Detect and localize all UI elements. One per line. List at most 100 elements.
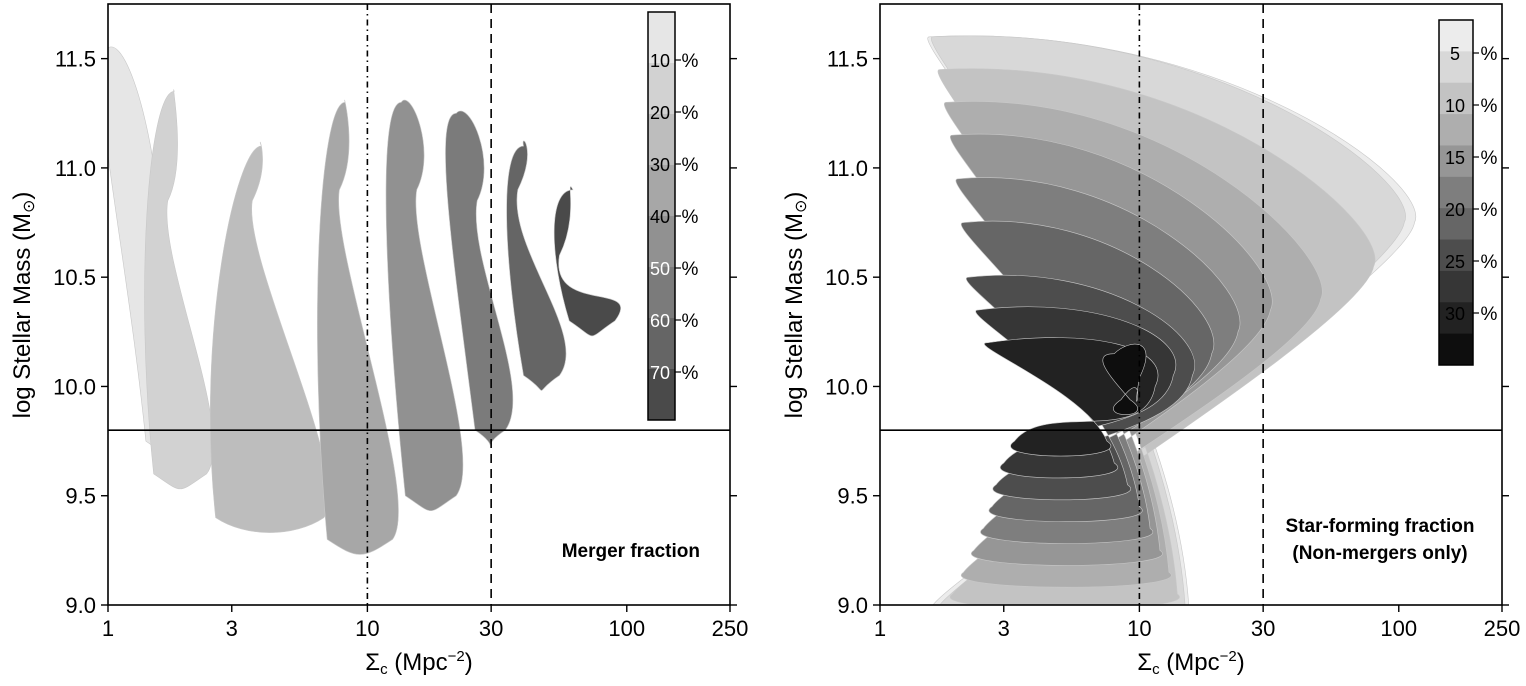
merger-colorbar-label-6: 70 <box>650 363 670 383</box>
merger-contour-level-1 <box>144 89 214 489</box>
merger-plot-frame <box>107 3 731 606</box>
star-forming-colorbar-segment-4 <box>1439 145 1473 178</box>
merger-x-axis-unit-close: ) <box>465 649 473 676</box>
star-forming-y-tick-label-3: 10.5 <box>825 265 868 290</box>
merger-y-tick-label-1: 9.5 <box>65 484 96 509</box>
star-forming-colorbar-label-3: 20 <box>1445 200 1465 220</box>
star-forming-plot-frame <box>879 3 1503 606</box>
star-forming-x-tick-label-3: 30 <box>1251 616 1275 641</box>
merger-colorbar-segment-0 <box>648 12 675 64</box>
star-forming-y-axis-sun-symbol: ⊙ <box>793 200 810 213</box>
merger-colorbar-unit-1: % <box>682 103 699 124</box>
merger-contour-level-5 <box>445 110 514 446</box>
merger-x-tick-label-1: 3 <box>226 616 238 641</box>
merger-colorbar-segment-6 <box>648 318 675 370</box>
merger-contour-level-7 <box>553 186 622 337</box>
merger-y-axis-label: log Stellar Mass (M <box>9 213 36 418</box>
merger-colorbar: 10 % 20 % 30 % 40 % 50 % 60 % 70% <box>647 11 699 421</box>
merger-x-axis-unit-exponent: −2 <box>448 648 465 665</box>
star-forming-colorbar-segment-6 <box>1439 208 1473 241</box>
merger-fraction-contours <box>108 46 622 555</box>
star-forming-x-axis-unit: (Mpc <box>1160 649 1220 676</box>
star-forming-colorbar-unit-1: % <box>1481 96 1498 117</box>
merger-y-axis-sun-symbol: ⊙ <box>21 200 38 213</box>
star-forming-colorbar-label-0: 5 <box>1450 44 1460 64</box>
merger-fraction-annotation: Merger fraction <box>562 541 700 562</box>
merger-colorbar-segment-7 <box>648 369 675 421</box>
star-forming-colorbar-segment-1 <box>1439 51 1473 84</box>
merger-y-tick-label-4: 11.0 <box>55 156 96 181</box>
merger-x-tick-label-3: 30 <box>479 616 503 641</box>
star-forming-y-tick-label-4: 11.0 <box>827 156 868 181</box>
merger-colorbar-label-2: 30 <box>650 155 670 175</box>
star-forming-colorbar-unit-2: % <box>1481 148 1498 169</box>
merger-colorbar-segment-2 <box>648 114 675 166</box>
star-forming-y-tick-label-0: 9.0 <box>837 593 868 618</box>
merger-contour-level-4 <box>385 99 464 512</box>
merger-y-axis-ticks: 9.0 9.5 10.0 10.5 11.0 11.5 <box>53 47 737 618</box>
merger-colorbar-segment-1 <box>648 63 675 115</box>
star-forming-colorbar-label-2: 15 <box>1445 148 1465 168</box>
merger-colorbar-unit-5: % <box>682 311 699 332</box>
star-forming-contour-level-10 <box>1102 343 1147 415</box>
star-forming-x-tick-label-5: 250 <box>1484 616 1521 641</box>
merger-contour-level-2 <box>209 141 330 533</box>
star-forming-x-axis-unit-exponent: −2 <box>1220 648 1237 665</box>
merger-colorbar-label-1: 20 <box>650 103 670 123</box>
merger-colorbar-segment-4 <box>648 216 675 268</box>
merger-x-axis-subscript: c <box>380 661 388 678</box>
star-forming-x-axis-subscript: c <box>1152 661 1160 678</box>
merger-colorbar-label-4: 50 <box>650 259 670 279</box>
merger-y-axis-title: log Stellar Mass (M⊙) <box>9 192 38 419</box>
merger-colorbar-segment-3 <box>648 165 675 217</box>
star-forming-colorbar-segment-5 <box>1439 176 1473 209</box>
merger-colorbar-unit-2: % <box>682 155 699 176</box>
merger-x-axis-ticks: 1 3 10 30 100 250 <box>102 605 749 641</box>
merger-x-tick-label-2: 10 <box>355 616 379 641</box>
star-forming-x-tick-label-2: 10 <box>1127 616 1151 641</box>
star-forming-x-tick-label-1: 3 <box>998 616 1010 641</box>
merger-y-tick-label-5: 11.5 <box>55 47 96 72</box>
merger-colorbar-label-0: 10 <box>650 51 670 71</box>
star-forming-colorbar-segment-0 <box>1439 20 1473 52</box>
merger-colorbar-label-5: 60 <box>650 311 670 331</box>
star-forming-colorbar-segment-10 <box>1439 333 1473 366</box>
star-forming-x-axis-unit-close: ) <box>1237 649 1245 676</box>
merger-colorbar-unit-6: % <box>682 363 699 384</box>
merger-x-axis-title: Σc (Mpc−2) <box>365 648 472 678</box>
star-forming-y-axis-label-close: ) <box>781 192 808 200</box>
merger-x-axis-symbol: Σ <box>365 649 380 676</box>
star-forming-colorbar-unit-0: % <box>1481 44 1498 65</box>
star-forming-colorbar-unit-3: % <box>1481 200 1498 221</box>
star-forming-x-tick-label-0: 1 <box>874 616 886 641</box>
merger-x-tick-label-5: 250 <box>712 616 749 641</box>
star-forming-x-tick-label-4: 100 <box>1380 616 1417 641</box>
star-forming-x-axis-title: Σc (Mpc−2) <box>1137 648 1244 678</box>
merger-fraction-panel: 1 3 10 30 100 250 9.0 9.5 10.0 10.5 11.0 11.5 Merg… <box>9 3 749 678</box>
star-forming-colorbar-unit-4: % <box>1481 252 1498 273</box>
star-forming-colorbar-unit-5: % <box>1481 304 1498 325</box>
star-forming-y-axis-title: log Stellar Mass (M⊙) <box>781 192 810 419</box>
star-forming-y-tick-label-2: 10.0 <box>825 374 868 399</box>
star-forming-y-tick-label-1: 9.5 <box>837 484 868 509</box>
merger-y-tick-label-2: 10.0 <box>53 374 96 399</box>
merger-colorbar-segment-5 <box>648 267 675 319</box>
merger-contour-level-6 <box>506 140 567 391</box>
star-forming-reference-lines <box>880 4 1502 605</box>
merger-x-axis-unit: (Mpc <box>388 649 448 676</box>
star-forming-colorbar-segment-9 <box>1439 302 1473 335</box>
star-forming-colorbar: 5 % 10 % 15 % 20 % 25 % 30% <box>1438 19 1498 366</box>
star-forming-colorbar-label-4: 25 <box>1445 252 1465 272</box>
star-forming-colorbar-segment-2 <box>1439 82 1473 115</box>
star-forming-annotation-line2: (Non-mergers only) <box>1292 543 1467 564</box>
star-forming-fraction-panel: 1 3 10 30 100 250 9.0 9.5 10.0 10.5 11.0 11.5 Star… <box>781 3 1521 678</box>
star-forming-annotation-line1: Star-forming fraction <box>1286 516 1475 537</box>
star-forming-colorbar-label-5: 30 <box>1445 304 1465 324</box>
merger-colorbar-unit-4: % <box>682 259 699 280</box>
merger-contour-level-3 <box>317 99 399 555</box>
star-forming-colorbar-frame <box>1438 19 1474 366</box>
merger-y-axis-label-close: ) <box>9 192 36 200</box>
star-forming-x-axis-ticks: 1 3 10 30 100 250 <box>874 605 1521 641</box>
merger-y-tick-label-0: 9.0 <box>65 593 96 618</box>
